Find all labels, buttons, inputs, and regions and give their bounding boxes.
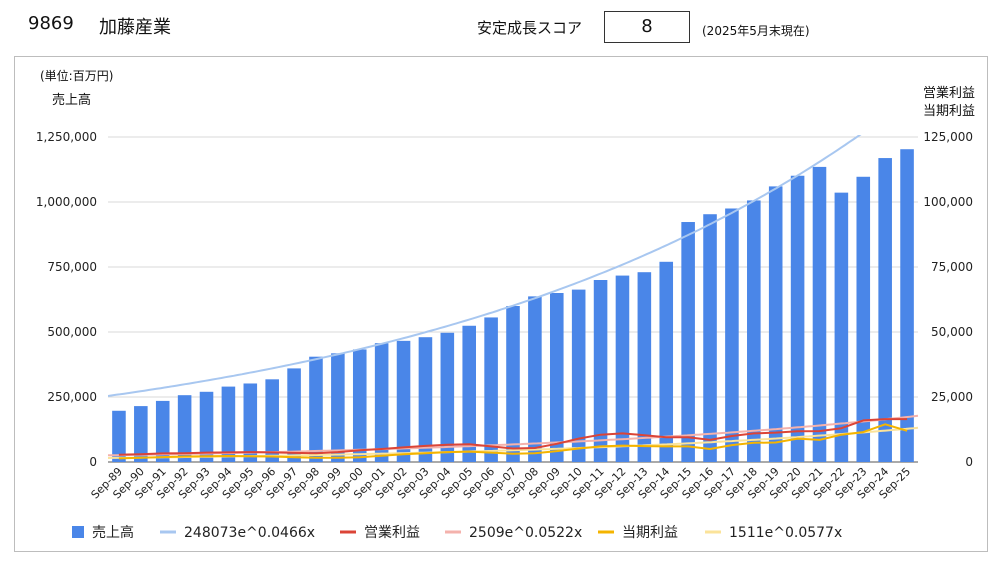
sales-bar: [659, 261, 674, 462]
sales-bar: [703, 214, 717, 462]
sales-bar: [812, 166, 827, 462]
sales-bar: [856, 176, 871, 462]
sales-bar: [615, 275, 630, 462]
sales-bar: [506, 306, 520, 462]
sales-bar: [134, 406, 148, 462]
score-label: 安定成長スコア: [477, 19, 583, 37]
sales-bar: [900, 149, 914, 462]
sales-bar: [528, 296, 542, 462]
trendline-0: [108, 135, 862, 397]
sales-bar: [834, 192, 849, 462]
score-value-box: 8: [604, 11, 690, 43]
sales-bar: [790, 175, 805, 463]
sales-bar: [265, 379, 279, 462]
sales-bar: [637, 272, 652, 462]
sales-bar: [878, 158, 892, 462]
legend-label: 248073e^0.0466x: [184, 525, 315, 541]
sales-bar: [243, 383, 258, 462]
sales-bar: [549, 293, 564, 462]
right-tick-label: 50,000: [931, 325, 973, 339]
sales-bar: [374, 343, 389, 462]
legend-label: 売上高: [92, 524, 134, 541]
sales-bar: [462, 325, 477, 462]
sales-bar: [309, 356, 323, 462]
left-tick-label: 0: [89, 455, 97, 469]
right-tick-label: 100,000: [923, 195, 973, 209]
legend-swatch: [72, 526, 84, 538]
sales-bar: [418, 337, 433, 462]
sales-bar: [155, 400, 170, 462]
sales-bar: [331, 353, 345, 462]
sales-bar: [440, 332, 455, 462]
sales-bar: [199, 391, 214, 462]
chart-frame: [14, 56, 988, 552]
company-name: 加藤産業: [99, 17, 171, 38]
sales-bar: [287, 368, 301, 462]
net-profit-line: [118, 423, 908, 460]
right-tick-label: 125,000: [923, 130, 973, 144]
legend-label: 営業利益: [364, 525, 420, 541]
left-tick-label: 1,250,000: [36, 130, 97, 144]
left-axis-title: 売上高: [52, 92, 91, 108]
operating-profit-line: [118, 418, 908, 456]
right-axis-title-operating: 営業利益: [923, 85, 975, 101]
sales-bar: [571, 289, 586, 462]
sales-bar: [484, 317, 498, 462]
unit-label: (単位:百万円): [40, 68, 113, 83]
sales-bar: [747, 200, 761, 462]
sales-bar: [681, 222, 695, 462]
sales-bar: [352, 349, 367, 462]
right-axis-title-net: 当期利益: [923, 104, 975, 119]
sales-bar: [221, 386, 236, 462]
left-tick-label: 500,000: [47, 325, 97, 339]
right-tick-label: 75,000: [931, 260, 973, 274]
legend-label: 1511e^0.0577x: [729, 525, 842, 541]
legend-label: 当期利益: [622, 525, 678, 541]
right-tick-label: 25,000: [931, 390, 973, 404]
sales-bar: [396, 340, 411, 462]
sales-bar: [177, 395, 192, 462]
left-tick-label: 750,000: [47, 260, 97, 274]
as-of-date: (2025年5月末現在): [702, 24, 810, 38]
sales-bar: [725, 208, 739, 462]
sales-bar: [768, 186, 783, 462]
sales-bar: [112, 410, 126, 462]
sales-bar: [593, 280, 608, 462]
left-tick-label: 1,000,000: [36, 195, 97, 209]
legend-label: 2509e^0.0522x: [469, 525, 582, 541]
stock-code: 9869: [28, 13, 74, 34]
right-tick-label: 0: [965, 455, 973, 469]
left-tick-label: 250,000: [47, 390, 97, 404]
page-header: 9869 加藤産業 安定成長スコア 8 (2025年5月末現在): [0, 0, 1000, 52]
